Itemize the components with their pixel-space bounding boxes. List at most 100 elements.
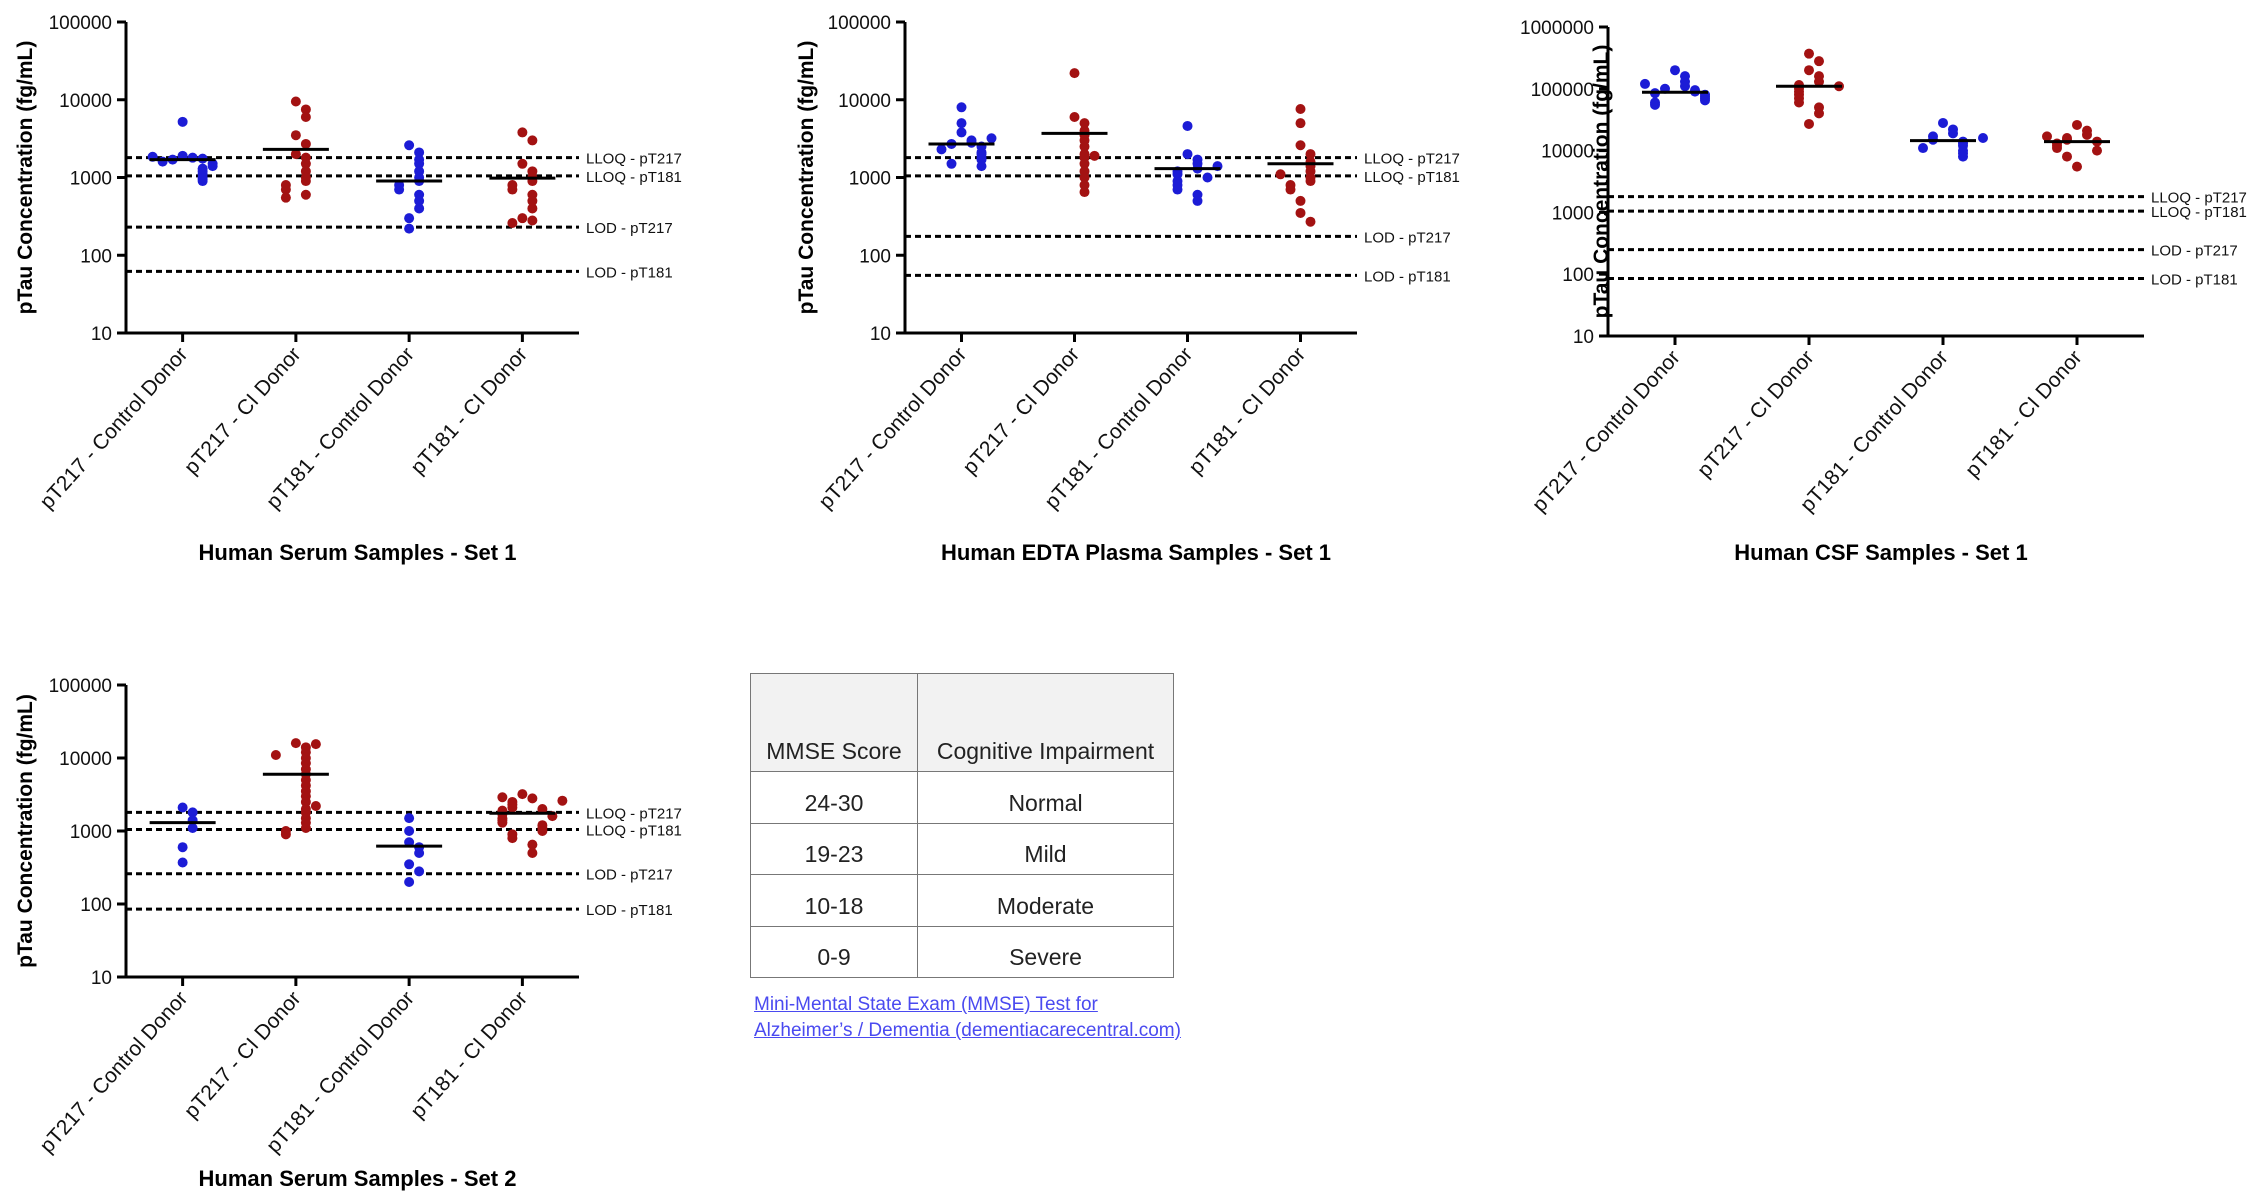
data-point — [404, 223, 415, 234]
y-axis-label: pTau Concentration (fg/mL) — [14, 41, 37, 315]
data-point — [2062, 151, 2072, 162]
data-point — [414, 195, 425, 206]
data-point — [1305, 176, 1316, 187]
data-point — [280, 192, 291, 203]
data-point — [1670, 65, 1680, 76]
data-point — [497, 817, 508, 828]
y-axis-label: pTau Concentration (fg/mL) — [795, 41, 818, 315]
chart-title: Human Serum Samples - Set 1 — [199, 540, 517, 565]
data-point — [1295, 195, 1306, 206]
y-tick-label: 1000 — [1552, 203, 1594, 224]
data-point — [290, 738, 301, 749]
data-point — [1700, 95, 1710, 106]
data-point — [2072, 119, 2082, 130]
reference-label: LOD - pT181 — [2151, 272, 2238, 289]
data-point — [1295, 207, 1306, 218]
reference-label: LOD - pT181 — [586, 264, 673, 281]
data-point — [956, 118, 967, 129]
reference-label: LOD - pT217 — [2151, 243, 2238, 260]
y-tick-label: 100000 — [1531, 80, 1594, 101]
data-point — [1978, 132, 1988, 143]
y-axis-label: pTau Concentration (fg/mL) — [14, 694, 37, 968]
data-point — [1295, 140, 1306, 151]
data-point — [2042, 131, 2052, 142]
y-tick-label: 10 — [870, 324, 891, 345]
data-point — [1275, 169, 1286, 180]
table-row: 10-18 Moderate — [750, 874, 1174, 927]
data-point — [290, 130, 301, 141]
y-tick-label: 10 — [91, 968, 112, 989]
data-point — [2062, 134, 2072, 145]
y-tick-label: 10 — [1573, 327, 1594, 348]
x-tick-label: pT217 - Control Donor — [814, 343, 971, 514]
data-point — [527, 847, 538, 858]
data-point — [404, 826, 415, 836]
data-point — [527, 135, 538, 146]
data-point — [290, 149, 301, 160]
x-tick-label: pT181 - CI Donor — [406, 987, 532, 1123]
data-point — [394, 184, 405, 195]
data-point — [300, 822, 311, 833]
data-point — [517, 789, 528, 800]
source-link[interactable]: Mini-Mental State Exam (MMSE) Test for A… — [754, 994, 1181, 1041]
data-point — [2092, 145, 2102, 156]
data-point — [497, 792, 508, 803]
reference-label: LOD - pT181 — [586, 902, 673, 919]
data-point — [197, 176, 208, 187]
data-point — [177, 802, 188, 813]
data-point — [300, 176, 311, 187]
data-point — [187, 807, 198, 818]
y-tick-label: 1000000 — [1520, 18, 1594, 39]
table-cell: Mild — [917, 822, 1174, 876]
reference-label: LLOQ - pT181 — [2151, 204, 2247, 221]
data-point — [414, 847, 425, 858]
data-point — [1814, 56, 1824, 67]
table-cell: 24-30 — [750, 771, 918, 824]
x-tick-label: pT217 - Control Donor — [35, 987, 192, 1158]
data-point — [1958, 151, 1968, 162]
reference-label: LLOQ - pT181 — [1364, 169, 1460, 186]
data-point — [404, 859, 415, 870]
data-point — [1079, 172, 1090, 183]
data-point — [507, 184, 518, 195]
data-point — [1305, 149, 1316, 160]
data-point — [310, 801, 321, 812]
y-tick-label: 100 — [859, 246, 891, 267]
table-row: 24-30 Normal — [750, 771, 1174, 824]
chart-title: Human Serum Samples - Set 2 — [199, 1166, 517, 1191]
y-tick-label: 10000 — [838, 91, 891, 112]
y-tick-label: 1000 — [70, 169, 112, 190]
data-point — [177, 116, 188, 127]
y-tick-label: 10000 — [1541, 142, 1594, 163]
data-point — [404, 813, 415, 824]
data-point — [2072, 161, 2082, 172]
data-point — [557, 795, 568, 806]
y-tick-label: 100 — [1562, 265, 1594, 286]
data-point — [1804, 48, 1814, 59]
y-axis-label: pTau Concentration (fg/mL) — [1590, 45, 1613, 319]
reference-label: LOD - pT181 — [1364, 268, 1451, 285]
table-header: MMSE Score Cognitive Impairment — [750, 672, 1174, 773]
data-point — [1804, 118, 1814, 129]
data-point — [1305, 216, 1316, 227]
data-point — [1079, 187, 1090, 198]
table-cell: Severe — [917, 925, 1174, 979]
y-tick-label: 100 — [80, 895, 112, 916]
y-tick-label: 100000 — [828, 13, 891, 34]
data-point — [1285, 184, 1296, 195]
x-tick-label: pT217 - CI Donor — [1693, 346, 1819, 482]
data-point — [537, 804, 548, 815]
reference-label: LOD - pT217 — [586, 867, 673, 884]
data-point — [1918, 143, 1928, 154]
reference-label: LLOQ - pT217 — [2151, 190, 2247, 207]
data-point — [507, 802, 518, 813]
y-tick-label: 10000 — [59, 749, 112, 770]
data-point — [1640, 78, 1650, 89]
data-point — [300, 158, 311, 169]
x-tick-label: pT181 - CI Donor — [1185, 343, 1311, 479]
table-cell: 10-18 — [750, 874, 918, 927]
data-point — [1202, 172, 1213, 183]
data-point — [290, 96, 301, 107]
table-row: 19-23 Mild — [750, 822, 1174, 876]
